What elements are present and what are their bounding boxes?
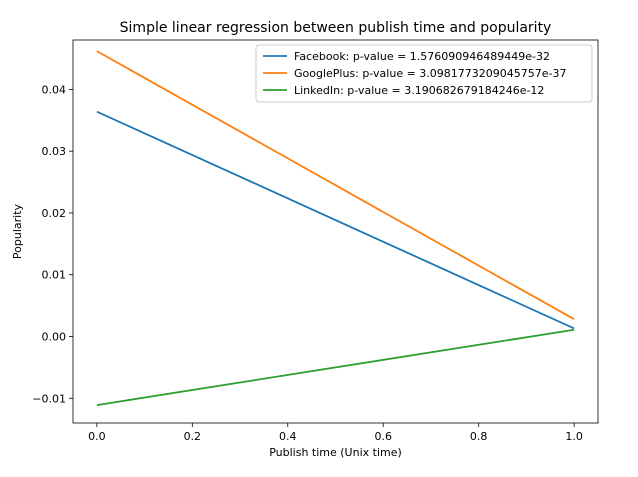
series-layer — [96, 50, 575, 406]
legend-box — [255, 44, 593, 103]
y-tick-label: 0.01 — [42, 269, 67, 282]
x-axis-label: Publish time (Unix time) — [269, 446, 402, 459]
y-tick-label: −0.01 — [32, 392, 66, 405]
y-tick-label: 0.02 — [42, 207, 67, 220]
x-tick-label: 0.2 — [184, 430, 202, 443]
legend-label-1: GooglePlus: p-value = 3.0981773209045757… — [294, 67, 567, 80]
y-tick-label: 0.04 — [42, 83, 67, 96]
x-tick-label: 0.4 — [279, 430, 297, 443]
y-tick-label: 0.03 — [42, 145, 67, 158]
y-axis-label: Popularity — [11, 203, 24, 259]
chart-title: Simple linear regression between publish… — [120, 20, 552, 36]
y-tick-label: 0.00 — [42, 331, 67, 344]
x-tick-label: 0.0 — [88, 430, 106, 443]
legend-label-2: LinkedIn: p-value = 3.190682679184246e-1… — [294, 84, 544, 97]
series-line-0 — [96, 110, 575, 330]
plot-frame — [72, 39, 599, 424]
series-line-1 — [96, 50, 575, 321]
x-tick-label: 0.8 — [470, 430, 488, 443]
legend: Facebook: p-value = 1.576090946489449e-3… — [255, 44, 593, 103]
plot-area — [72, 39, 599, 424]
x-tick-label: 0.6 — [374, 430, 392, 443]
series-line-2 — [96, 328, 575, 406]
x-tick-label: 1.0 — [565, 430, 583, 443]
x-axis: 0.0 0.2 0.4 0.6 0.8 1.0 — [88, 423, 583, 443]
legend-label-0: Facebook: p-value = 1.576090946489449e-3… — [294, 50, 550, 63]
y-axis: −0.01 0.00 0.01 0.02 0.03 0.04 — [32, 83, 73, 405]
